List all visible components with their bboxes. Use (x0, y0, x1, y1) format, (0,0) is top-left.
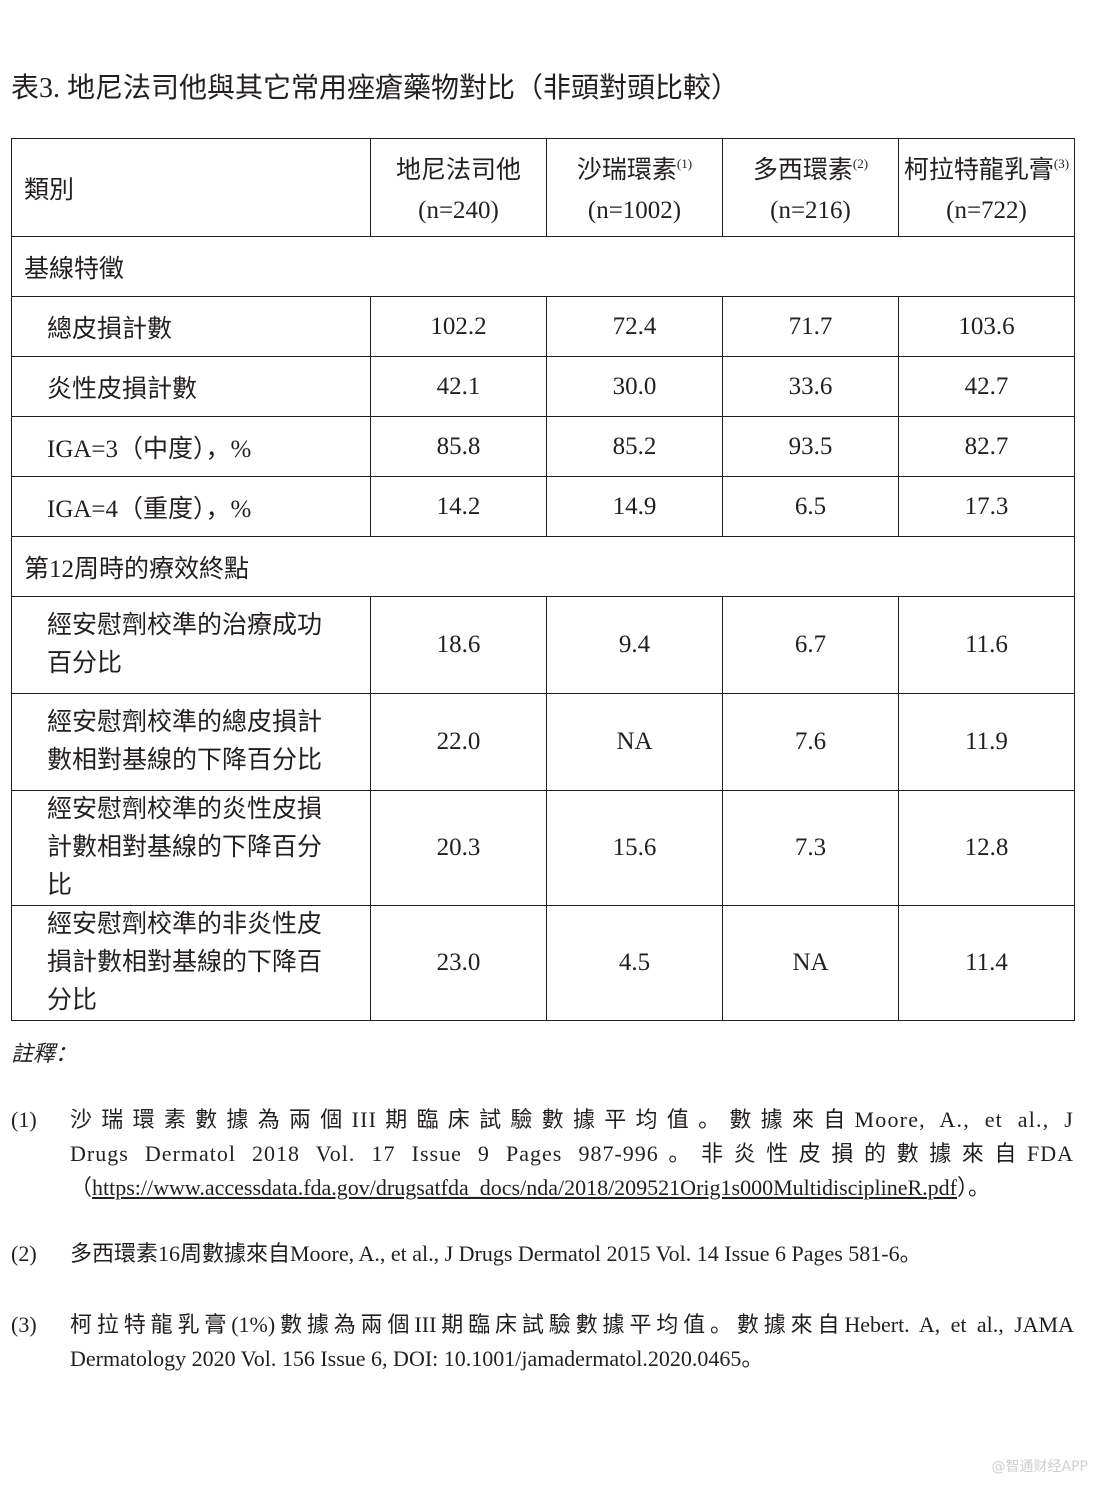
footnote-number: (3) (11, 1312, 37, 1337)
footnote-line: 沙瑞環素數據為兩個III期臨床試驗數據平均值。數據來自Moore, A., et… (70, 1107, 1074, 1132)
section-row: 基線特徵 (11, 236, 1075, 297)
table-row: 經安慰劑校準的炎性皮損計數相對基線的下降百分比 20.3 15.6 7.3 12.8 (11, 790, 1075, 906)
sample-size: (n=722) (946, 197, 1027, 224)
column-header: 柯拉特龍乳膏(3) (n=722) (898, 138, 1075, 237)
table-cell: 7.6 (722, 693, 899, 791)
row-label: IGA=4（重度），% (11, 476, 371, 537)
table-cell: 7.3 (722, 790, 899, 906)
table-cell: 12.8 (898, 790, 1075, 906)
drug-name: 沙瑞環素 (576, 157, 677, 184)
paren: ）。 (957, 1175, 991, 1200)
table-row: 經安慰劑校準的總皮損計數相對基線的下降百分比 22.0 NA 7.6 11.9 (11, 693, 1075, 791)
category-header: 類別 (11, 138, 371, 237)
footnote-number: (2) (11, 1241, 37, 1266)
table-title: 表3. 地尼法司他與其它常用痤瘡藥物對比（非頭對頭比較） (11, 73, 740, 104)
table-row: IGA=4（重度），% 14.2 14.9 6.5 17.3 (11, 476, 1075, 537)
column-header: 地尼法司他 (n=240) (370, 138, 547, 237)
sample-size: (n=216) (770, 197, 851, 224)
drug-name: 地尼法司他 (395, 157, 521, 184)
footnote-ref: (3) (1053, 156, 1070, 171)
column-header: 沙瑞環素(1) (n=1002) (546, 138, 723, 237)
row-label: 經安慰劑校準的非炎性皮損計數相對基線的下降百分比 (11, 905, 371, 1021)
footnote-2: (2) 多西環素16周數據來自Moore, A., et al., J Drug… (11, 1237, 1074, 1271)
table-cell: 103.6 (898, 296, 1075, 357)
footnote-line: Dermatology 2020 Vol. 156 Issue 6, DOI: … (70, 1346, 764, 1371)
row-label: IGA=3（中度），% (11, 416, 371, 477)
table-cell: 14.2 (370, 476, 547, 537)
row-label: 經安慰劑校準的治療成功百分比 (11, 596, 371, 694)
table-cell: 93.5 (722, 416, 899, 477)
table-cell: 22.0 (370, 693, 547, 791)
table-cell: 85.2 (546, 416, 723, 477)
table-cell: 11.4 (898, 905, 1075, 1021)
footnote-line: Drugs Dermatol 2018 Vol. 17 Issue 9 Page… (70, 1141, 1074, 1166)
table-cell: 85.8 (370, 416, 547, 477)
comparison-table: 類別 地尼法司他 (n=240) 沙瑞環素(1) (n=1002) 多西環素(2) (… (11, 138, 1075, 1021)
table-cell: NA (722, 905, 899, 1021)
table-cell: 6.5 (722, 476, 899, 537)
footnote-line: 多西環素16周數據來自Moore, A., et al., J Drugs De… (70, 1241, 922, 1266)
watermark: @智通财经APP (991, 1459, 1088, 1475)
table-row: 炎性皮損計數 42.1 30.0 33.6 42.7 (11, 356, 1075, 417)
footnote-3: (3) 柯拉特龍乳膏(1%)數據為兩個III期臨床試驗數據平均值。數據來自Heb… (11, 1308, 1074, 1376)
footnote-line: （https://www.accessdata.fda.gov/drugsatf… (70, 1171, 1074, 1205)
table-row: IGA=3（中度），% 85.8 85.2 93.5 82.7 (11, 416, 1075, 477)
section-label: 基線特徵 (11, 236, 1075, 297)
footnote-ref: (1) (676, 156, 693, 171)
table-row: 經安慰劑校準的治療成功百分比 18.6 9.4 6.7 11.6 (11, 596, 1075, 694)
table-cell: 20.3 (370, 790, 547, 906)
table-cell: 30.0 (546, 356, 723, 417)
paren: （ (70, 1175, 93, 1200)
row-label: 炎性皮損計數 (11, 356, 371, 417)
table-row: 經安慰劑校準的非炎性皮損計數相對基線的下降百分比 23.0 4.5 NA 11.4 (11, 905, 1075, 1021)
table-cell: 11.9 (898, 693, 1075, 791)
table-cell: 18.6 (370, 596, 547, 694)
section-label: 第12周時的療效終點 (11, 536, 1075, 597)
table-cell: 23.0 (370, 905, 547, 1021)
table-cell: 102.2 (370, 296, 547, 357)
drug-name: 多西環素 (752, 157, 853, 184)
table-cell: 33.6 (722, 356, 899, 417)
source-link[interactable]: https://www.accessdata.fda.gov/drugsatfd… (92, 1175, 958, 1200)
footnote-line: 柯拉特龍乳膏(1%)數據為兩個III期臨床試驗數據平均值。數據來自Hebert.… (70, 1312, 1074, 1337)
section-row: 第12周時的療效終點 (11, 536, 1075, 597)
notes-heading: 註釋： (11, 1041, 78, 1066)
table-cell: 17.3 (898, 476, 1075, 537)
table-cell: 42.1 (370, 356, 547, 417)
row-label: 經安慰劑校準的總皮損計數相對基線的下降百分比 (11, 693, 371, 791)
column-header: 多西環素(2) (n=216) (722, 138, 899, 237)
footnote-1: (1) 沙瑞環素數據為兩個III期臨床試驗數據平均值。數據來自Moore, A.… (11, 1103, 1074, 1205)
row-label: 經安慰劑校準的炎性皮損計數相對基線的下降百分比 (11, 790, 371, 906)
header-row: 類別 地尼法司他 (n=240) 沙瑞環素(1) (n=1002) 多西環素(2) (… (11, 138, 1075, 237)
table-cell: 71.7 (722, 296, 899, 357)
table-cell: 11.6 (898, 596, 1075, 694)
table-cell: 15.6 (546, 790, 723, 906)
table-cell: 14.9 (546, 476, 723, 537)
table-cell: 42.7 (898, 356, 1075, 417)
table-cell: 6.7 (722, 596, 899, 694)
drug-name: 柯拉特龍乳膏 (903, 157, 1054, 184)
table-cell: NA (546, 693, 723, 791)
table-cell: 9.4 (546, 596, 723, 694)
footnote-number: (1) (11, 1107, 37, 1132)
row-label: 總皮損計數 (11, 296, 371, 357)
footnote-ref: (2) (852, 156, 869, 171)
table-cell: 82.7 (898, 416, 1075, 477)
table-row: 總皮損計數 102.2 72.4 71.7 103.6 (11, 296, 1075, 357)
table-cell: 72.4 (546, 296, 723, 357)
sample-size: (n=1002) (587, 197, 682, 224)
table-cell: 4.5 (546, 905, 723, 1021)
sample-size: (n=240) (418, 197, 499, 224)
